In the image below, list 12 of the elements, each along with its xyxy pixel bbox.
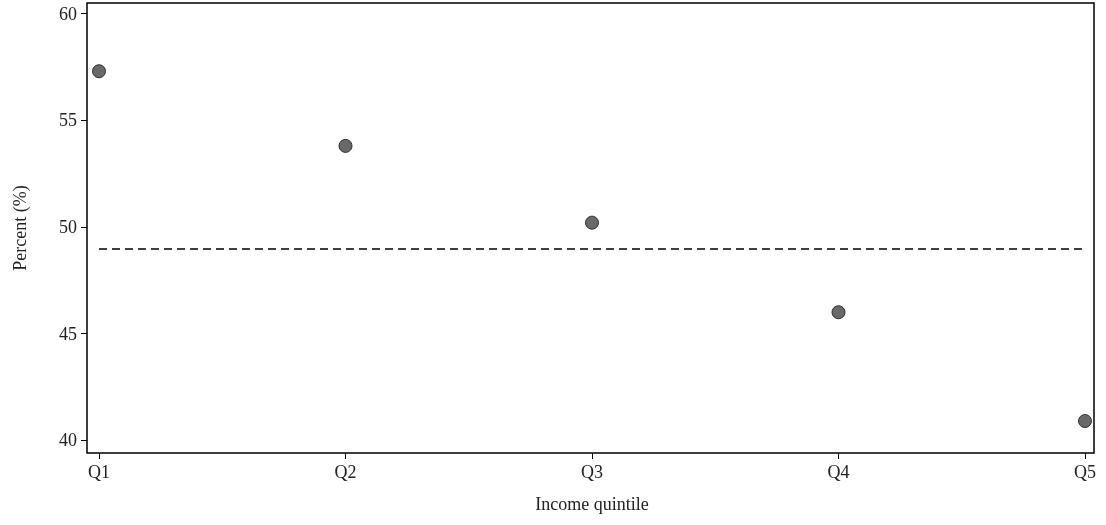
y-tick-label: 45 xyxy=(59,323,77,344)
x-tick-label: Q1 xyxy=(88,462,110,482)
y-tick-label: 55 xyxy=(59,110,77,131)
x-tick-label: Q2 xyxy=(334,462,357,482)
y-tick-label: 50 xyxy=(59,216,77,237)
x-tick-label: Q5 xyxy=(1074,462,1096,482)
x-axis-title: Income quintile xyxy=(535,494,649,514)
y-axis-title: Percent (%) xyxy=(10,185,31,271)
y-tick-label: 60 xyxy=(59,3,77,24)
x-tick-label: Q4 xyxy=(827,462,850,482)
y-tick-label: 40 xyxy=(59,430,77,451)
x-tick-label: Q3 xyxy=(581,462,603,482)
